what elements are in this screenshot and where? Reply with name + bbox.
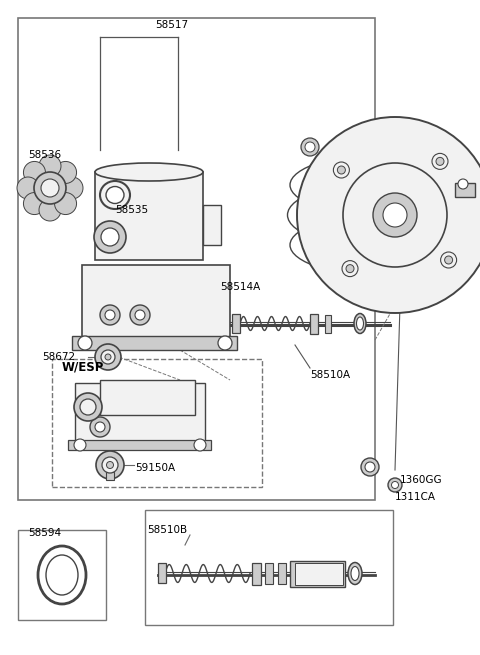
Circle shape: [74, 439, 86, 451]
Circle shape: [95, 422, 105, 432]
Ellipse shape: [348, 563, 362, 584]
Bar: [72, 336, 237, 350]
Circle shape: [101, 228, 119, 246]
Bar: [82, 265, 230, 340]
Text: W/ESP: W/ESP: [62, 360, 104, 373]
Bar: [158, 563, 166, 583]
Circle shape: [373, 193, 417, 237]
Bar: [232, 314, 240, 333]
Text: 58594: 58594: [28, 528, 61, 538]
Bar: [325, 315, 331, 333]
Circle shape: [101, 350, 115, 364]
Bar: [252, 563, 261, 585]
Circle shape: [218, 336, 232, 350]
Circle shape: [194, 439, 206, 451]
Circle shape: [39, 155, 61, 177]
Circle shape: [458, 179, 468, 189]
Bar: [265, 563, 273, 584]
Circle shape: [74, 393, 102, 421]
Circle shape: [297, 117, 480, 313]
Circle shape: [441, 252, 456, 268]
Ellipse shape: [357, 317, 363, 330]
Bar: [52, 359, 262, 487]
Circle shape: [388, 478, 402, 492]
Circle shape: [96, 451, 124, 479]
Bar: [145, 510, 393, 625]
Circle shape: [130, 305, 150, 325]
Circle shape: [342, 261, 358, 276]
Ellipse shape: [354, 314, 366, 333]
Text: 58510B: 58510B: [147, 525, 187, 535]
Circle shape: [436, 157, 444, 165]
Circle shape: [34, 172, 66, 204]
Bar: [106, 472, 114, 480]
Circle shape: [334, 162, 349, 178]
Text: 58672: 58672: [42, 352, 75, 362]
Bar: [455, 183, 475, 197]
Circle shape: [337, 166, 346, 174]
Ellipse shape: [351, 567, 359, 580]
Text: 58517: 58517: [155, 20, 188, 30]
Text: 1360GG: 1360GG: [400, 475, 443, 485]
Circle shape: [94, 221, 126, 253]
Circle shape: [41, 179, 59, 197]
Circle shape: [105, 354, 111, 360]
Circle shape: [361, 458, 379, 476]
Circle shape: [392, 481, 398, 489]
Circle shape: [135, 310, 145, 320]
Ellipse shape: [95, 163, 203, 181]
Circle shape: [55, 161, 76, 183]
Circle shape: [343, 163, 447, 267]
Circle shape: [24, 193, 46, 215]
Bar: [18, 18, 375, 500]
Bar: [290, 561, 345, 587]
Circle shape: [383, 203, 407, 227]
Circle shape: [444, 256, 453, 264]
Text: 58535: 58535: [115, 205, 148, 215]
Circle shape: [90, 417, 110, 437]
Circle shape: [365, 462, 375, 472]
Text: 59150A: 59150A: [135, 463, 175, 473]
Circle shape: [95, 344, 121, 370]
Circle shape: [39, 199, 61, 221]
Circle shape: [78, 336, 92, 350]
Bar: [203, 205, 221, 245]
Ellipse shape: [46, 555, 78, 595]
Bar: [310, 314, 318, 334]
Bar: [100, 380, 195, 415]
Circle shape: [80, 399, 96, 415]
Text: 1311CA: 1311CA: [395, 492, 436, 502]
Circle shape: [107, 462, 113, 468]
Circle shape: [55, 193, 76, 215]
Ellipse shape: [100, 181, 130, 209]
Circle shape: [432, 153, 448, 170]
Bar: [68, 440, 211, 450]
Circle shape: [61, 177, 83, 199]
Bar: [75, 383, 205, 445]
Circle shape: [301, 138, 319, 156]
Ellipse shape: [106, 187, 124, 204]
Circle shape: [305, 142, 315, 152]
Bar: [95, 172, 203, 260]
Circle shape: [17, 177, 39, 199]
Circle shape: [102, 457, 118, 473]
Circle shape: [100, 305, 120, 325]
Bar: [278, 563, 286, 584]
Bar: [18, 530, 106, 620]
Text: 58536: 58536: [28, 150, 61, 160]
Circle shape: [105, 310, 115, 320]
Circle shape: [346, 265, 354, 272]
Text: 58510A: 58510A: [310, 370, 350, 380]
Circle shape: [24, 161, 46, 183]
Text: 58514A: 58514A: [220, 282, 260, 292]
Bar: [295, 563, 343, 585]
